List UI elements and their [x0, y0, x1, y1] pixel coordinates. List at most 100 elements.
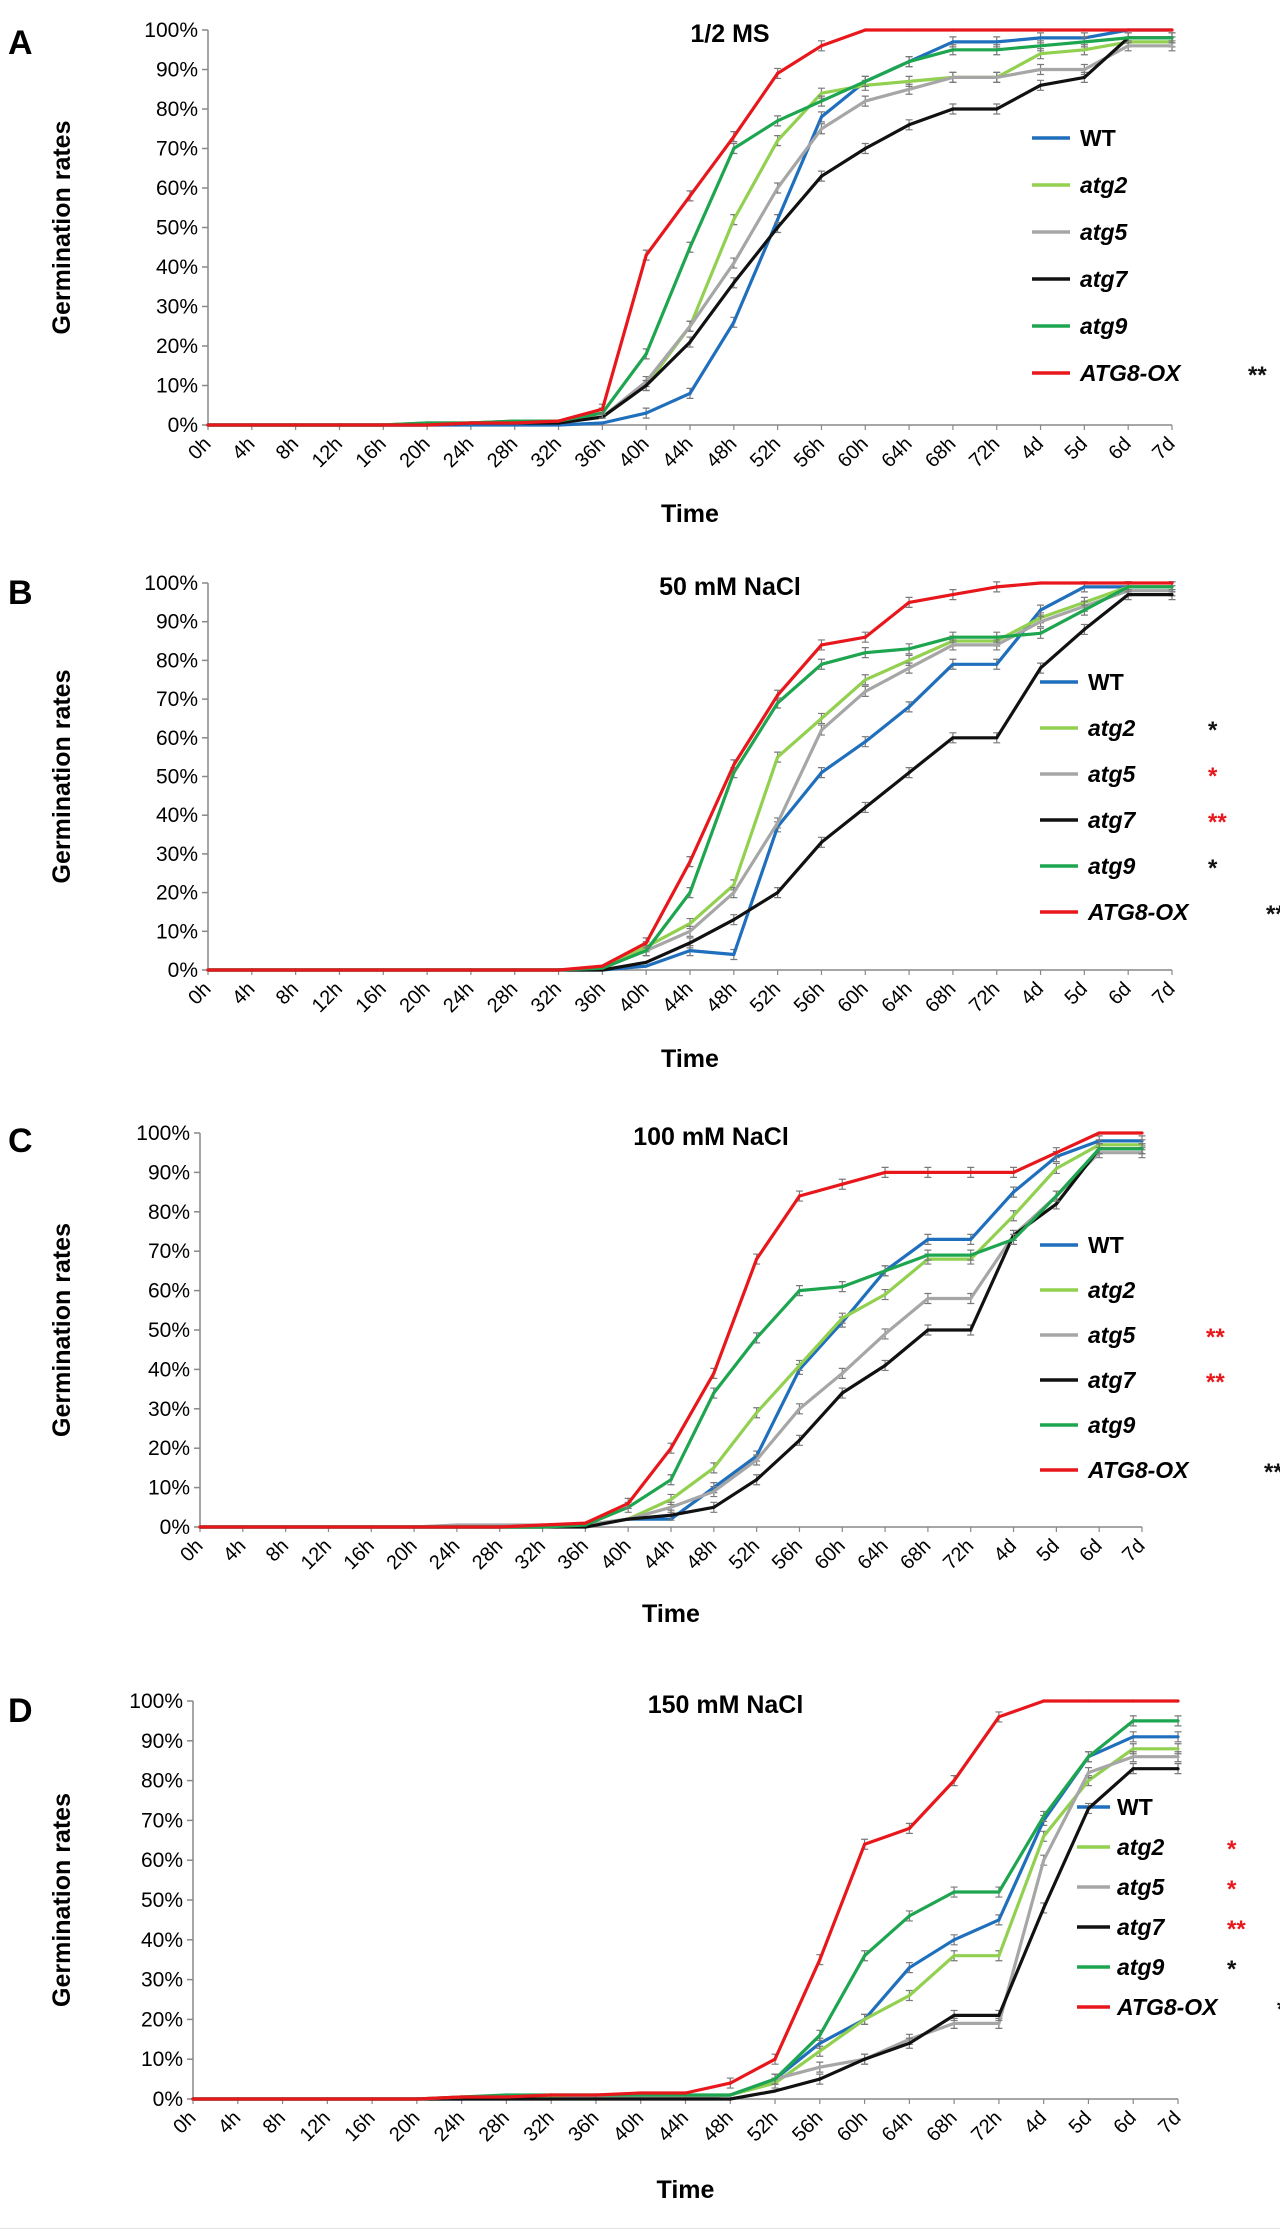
data-point: [688, 324, 692, 328]
data-point: [732, 261, 736, 265]
y-tick-label: 100%: [136, 1122, 190, 1145]
x-tick-label: 7d: [1148, 978, 1179, 1009]
legend-item-atg5: atg5 *: [1040, 761, 1218, 790]
y-tick-label: 30%: [148, 1398, 190, 1421]
x-tick-label: 64h: [878, 2107, 917, 2146]
data-point: [907, 1993, 912, 1998]
y-tick-label: 80%: [141, 1770, 183, 1793]
x-tick-label: 40h: [597, 1535, 636, 1574]
data-point: [776, 186, 780, 190]
x-tick-label: 32h: [527, 433, 566, 472]
series-line: [193, 1699, 1178, 2101]
legend-label: atg2: [1080, 172, 1128, 198]
y-tick-label: 10%: [156, 375, 198, 398]
legend-label: atg9: [1088, 1412, 1136, 1438]
data-point: [326, 1525, 331, 1529]
data-point: [1054, 1151, 1058, 1155]
data-point: [241, 1525, 245, 1529]
data-point: [863, 99, 867, 103]
y-tick-label: 0%: [168, 414, 198, 437]
x-tick-label: 5d: [1061, 978, 1092, 1009]
x-tick-label: 5d: [1065, 2107, 1096, 2138]
panel-label: B: [8, 574, 33, 612]
x-tick-label: 32h: [520, 2107, 559, 2146]
x-tick-label: 28h: [483, 978, 522, 1017]
data-point: [1054, 1166, 1058, 1171]
data-point: [907, 1914, 912, 1918]
data-point: [997, 2021, 1001, 2025]
data-point: [669, 1505, 673, 1509]
data-point: [997, 1715, 1001, 1719]
data-point: [1176, 1767, 1180, 1771]
data-point: [776, 225, 780, 230]
x-tick-label: 4d: [990, 1535, 1021, 1566]
data-point: [1176, 1735, 1180, 1739]
x-tick-label: 36h: [571, 433, 610, 472]
y-tick-label: 80%: [148, 1201, 190, 1224]
data-point: [688, 922, 692, 926]
data-point: [951, 593, 955, 597]
y-tick-label: 90%: [148, 1161, 190, 1184]
x-tick-label: 24h: [430, 2107, 469, 2146]
data-point: [995, 75, 999, 79]
y-tick-label: 10%: [141, 2048, 183, 2071]
y-tick-label: 20%: [156, 882, 198, 905]
series-wt: [206, 28, 1174, 427]
data-point: [997, 1954, 1001, 1958]
data-point: [1038, 666, 1043, 670]
x-tick-label: 8h: [262, 1535, 293, 1566]
y-tick-label: 70%: [141, 1809, 183, 1832]
data-point: [1097, 1147, 1101, 1151]
data-point: [1082, 28, 1086, 32]
data-point: [1038, 631, 1043, 635]
data-point: [1126, 585, 1130, 589]
data-point: [381, 968, 385, 972]
data-point: [755, 1257, 759, 1261]
legend-label: WT: [1088, 1232, 1124, 1258]
legend-label: WT: [1117, 1794, 1153, 1820]
series-wt: [198, 1135, 1146, 1529]
data-point: [644, 964, 648, 968]
x-tick-label: 72h: [939, 1535, 978, 1574]
data-point: [1054, 1202, 1058, 1206]
data-point: [840, 1391, 844, 1395]
data-point: [819, 174, 824, 178]
data-point: [669, 1497, 673, 1501]
data-point: [1086, 1779, 1091, 1783]
data-point: [1131, 1755, 1135, 1759]
data-point: [644, 941, 648, 945]
legend-label: ATG8-OX: [1116, 1994, 1219, 2020]
data-point: [1038, 36, 1043, 40]
data-point: [469, 968, 473, 972]
data-point: [732, 771, 736, 775]
series-line: [208, 36, 1172, 427]
x-tick-label: 5d: [1033, 1535, 1064, 1566]
y-tick-label: 40%: [156, 804, 198, 827]
data-point: [907, 123, 911, 127]
legend-label: WT: [1088, 669, 1124, 695]
x-tick-label: 64h: [853, 1535, 892, 1574]
data-point: [776, 693, 780, 697]
x-tick-label: 56h: [768, 1535, 807, 1574]
data-point: [688, 340, 692, 344]
legend-item-atg7: atg7 **: [1040, 1367, 1225, 1396]
legend-item-atg8-ox: ATG8-OX **: [1032, 360, 1267, 389]
data-point: [688, 194, 692, 198]
legend-item-atg9: atg9: [1040, 1412, 1136, 1438]
data-point: [907, 1826, 912, 1830]
legend-item-atg7: atg7: [1032, 266, 1129, 292]
data-point: [819, 643, 824, 647]
x-tick-label: 64h: [877, 433, 916, 472]
data-point: [797, 1289, 802, 1293]
data-point: [1126, 581, 1130, 585]
significance-mark: *: [1227, 1876, 1237, 1903]
data-point: [926, 1296, 930, 1301]
legend-item-atg2: atg2 *: [1077, 1834, 1237, 1863]
chart-title: 1/2 MS: [690, 20, 769, 48]
data-point: [907, 87, 911, 91]
y-tick-label: 50%: [156, 766, 198, 789]
data-point: [1011, 1190, 1016, 1194]
legend-label: atg7: [1088, 1367, 1137, 1393]
legend-label: atg7: [1117, 1914, 1166, 1940]
data-point: [1170, 36, 1174, 40]
